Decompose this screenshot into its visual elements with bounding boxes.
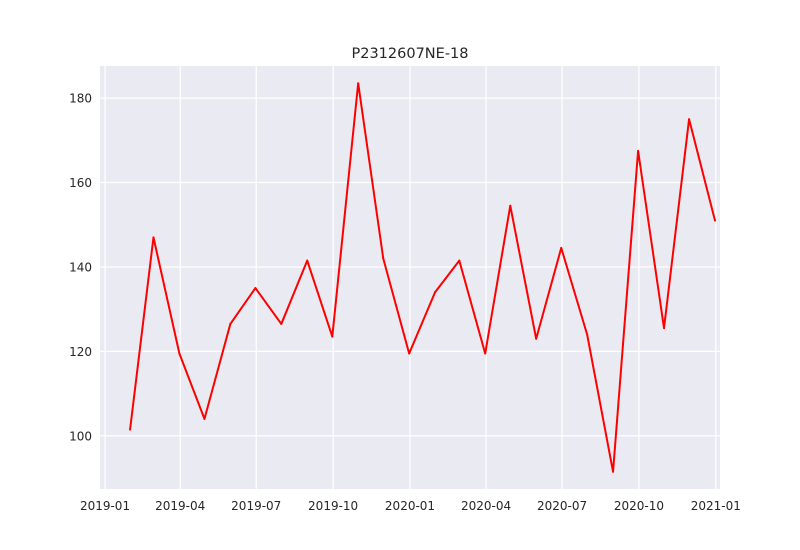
data-point bbox=[484, 352, 487, 355]
data-point bbox=[713, 219, 716, 222]
data-point bbox=[331, 335, 334, 338]
data-point bbox=[509, 204, 512, 207]
x-tick-label: 2021-01 bbox=[691, 499, 741, 513]
data-point bbox=[688, 118, 691, 121]
x-axis-ticks: 2019-01 2019-04 2019-07 2019-10 2020-01 2020-… bbox=[80, 499, 741, 513]
y-tick-label: 180 bbox=[69, 92, 92, 106]
data-point bbox=[280, 322, 283, 325]
data-point bbox=[306, 259, 309, 262]
data-point bbox=[586, 333, 589, 336]
x-tick-label: 2020-10 bbox=[614, 499, 664, 513]
x-tick-label: 2019-10 bbox=[308, 499, 358, 513]
data-point bbox=[254, 287, 257, 290]
y-tick-label: 160 bbox=[69, 176, 92, 190]
x-tick-label: 2019-07 bbox=[231, 499, 281, 513]
data-point bbox=[357, 82, 360, 85]
data-point bbox=[458, 259, 461, 262]
data-point bbox=[229, 322, 232, 325]
y-tick-label: 140 bbox=[69, 260, 92, 274]
x-tick-label: 2019-04 bbox=[155, 499, 205, 513]
y-tick-label: 120 bbox=[69, 345, 92, 359]
data-point bbox=[152, 236, 155, 239]
data-point bbox=[408, 352, 411, 355]
data-point bbox=[203, 417, 206, 420]
data-point bbox=[612, 470, 615, 473]
x-tick-label: 2020-04 bbox=[461, 499, 511, 513]
data-point bbox=[434, 291, 437, 294]
data-point bbox=[637, 149, 640, 152]
chart-title: P2312607NE-18 bbox=[351, 46, 468, 62]
x-tick-label: 2020-01 bbox=[385, 499, 435, 513]
data-point bbox=[129, 428, 132, 431]
x-tick-label: 2020-07 bbox=[537, 499, 587, 513]
data-point bbox=[382, 257, 385, 260]
y-axis-ticks: 100 120 140 160 180 bbox=[69, 92, 92, 444]
series-line-0 bbox=[129, 82, 716, 473]
series-group bbox=[129, 82, 716, 473]
data-point bbox=[535, 337, 538, 340]
x-tick-label: 2019-01 bbox=[80, 499, 130, 513]
y-tick-label: 100 bbox=[69, 429, 92, 443]
data-point bbox=[663, 327, 666, 330]
data-point bbox=[560, 246, 563, 249]
data-point bbox=[178, 352, 181, 355]
